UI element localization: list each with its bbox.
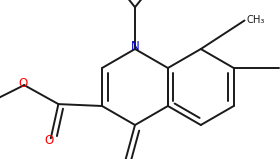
Text: O: O [18,77,28,90]
Text: N: N [131,41,139,53]
Text: CH₃: CH₃ [246,15,265,25]
Text: O: O [44,134,53,147]
